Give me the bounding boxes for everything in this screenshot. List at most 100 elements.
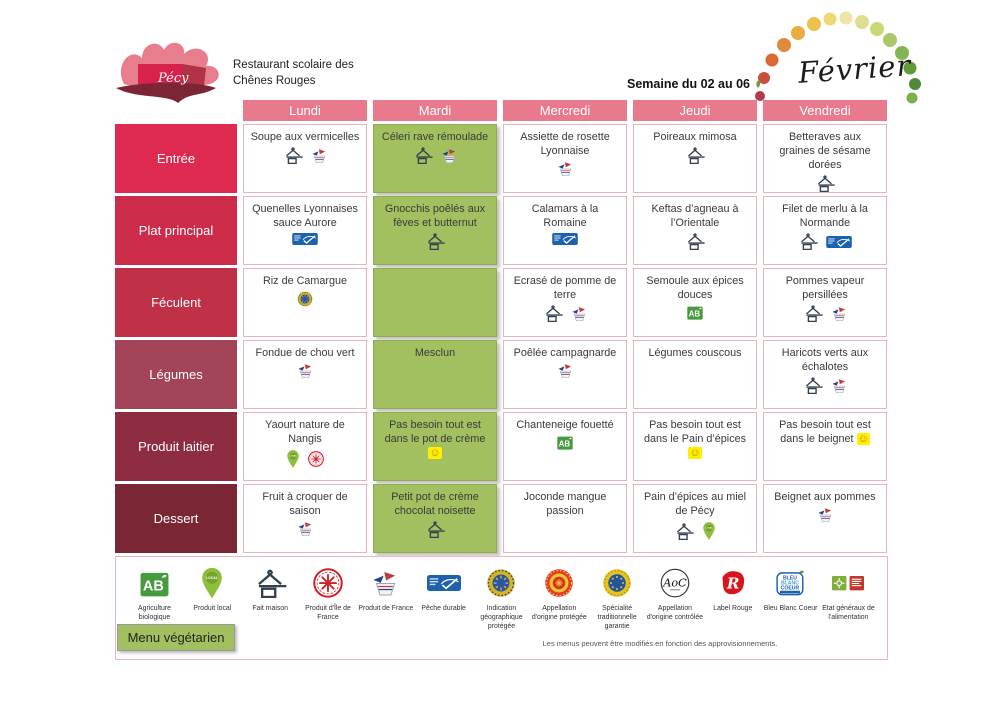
legend-icon (486, 564, 516, 602)
day-header-vendredi: Vendredi (763, 100, 887, 121)
row-label-legumes: Légumes (115, 340, 237, 409)
legend-item: AB Agriculture biologique (126, 564, 183, 632)
grid-corner (115, 100, 237, 121)
produit-de-france-icon (817, 507, 834, 523)
menu-cell-text: Pas besoin tout est dans le pot de crème… (384, 419, 486, 460)
legend-icon: BLEU BLANC COEUR (776, 564, 805, 602)
peche-durable-icon (826, 235, 852, 248)
menu-cell (373, 268, 497, 337)
bleu-blanc-coeur-icon: BLEU BLANC COEUR (776, 569, 805, 598)
fait-maison-icon (543, 305, 563, 323)
igp-icon (486, 568, 516, 598)
menu-cell-text: Riz de Camargue (262, 275, 347, 287)
menu-cell: Filet de merlu à la Normande (763, 196, 887, 265)
produit-local-icon: LOCAL (702, 521, 716, 541)
fait-maison-icon (803, 377, 823, 395)
menu-cell-text: Pommes vapeur persillées (785, 275, 865, 302)
menu-cell: Soupe aux vermicelles (243, 124, 367, 193)
svg-text:LOCAL: LOCAL (290, 455, 298, 458)
fait-maison-icon (253, 569, 287, 598)
menu-cell: Petit pot de crème chocolat noisette (373, 484, 497, 553)
cell-icons (817, 507, 834, 523)
legend-item-label: Bleu Blanc Coeur (763, 605, 818, 612)
row-label-dessert: Dessert (115, 484, 237, 553)
produit-de-france-icon (371, 570, 400, 597)
legend-item-label: Spécialité traditionnelle garantie (597, 605, 637, 630)
day-header-lundi: Lundi (243, 100, 367, 121)
legend-item-label: Indication géographique protégée (480, 605, 523, 630)
cell-icons: LOCAL (286, 449, 324, 469)
menu-cell-text: Mesclun (414, 347, 456, 359)
menu-cell-text: Betteraves aux graines de sésame dorées (779, 131, 871, 172)
cell-icons (297, 291, 313, 307)
legend-item-label: Agriculture biologique (138, 605, 171, 621)
produit-de-france-icon (297, 363, 314, 379)
produit-de-france-icon (571, 306, 588, 322)
legend-item: AoC Appellation d'origine contrôlée (646, 564, 703, 632)
legend-item: Spécialité traditionnelle garantie (589, 564, 646, 632)
produit-local-icon: LOCAL (286, 449, 300, 469)
menu-cell: Pain d’épices au miel de Pécy LOCAL (633, 484, 757, 553)
day-header-mardi: Mardi (373, 100, 497, 121)
legend-item: Fait maison (242, 564, 299, 632)
legend-item: LOCAL Produit local (184, 564, 241, 632)
cell-icons (425, 521, 445, 539)
produit-ile-de-france-icon (313, 568, 343, 598)
row-label-feculent: Féculent (115, 268, 237, 337)
label-rouge-icon: R (719, 569, 747, 597)
menu-grid: Lundi Mardi Mercredi Jeudi Vendredi Entrée Sou… (115, 100, 887, 553)
month-decor: Février (752, 8, 922, 110)
legend-item: Pêche durable (415, 564, 472, 632)
legend-box: AB Agriculture biologique LOCAL Produit loc… (115, 556, 888, 660)
fait-maison-icon (815, 175, 835, 193)
menu-cell-text: Yaourt nature de Nangis (265, 419, 345, 446)
legend-item-label: Etat généraux de l'alimentation (822, 605, 875, 621)
legend-icon (544, 564, 574, 602)
menu-cell-text: Pas besoin tout est dans le beignet ☺ (779, 419, 871, 446)
legend-item-label: Appellation d'origine contrôlée (646, 605, 703, 621)
row-label-entree: Entrée (115, 124, 237, 193)
cell-icons (297, 521, 314, 537)
menu-cell-text: Calamars à la Romaine (531, 203, 599, 230)
legend-item: Appellation d'origine protégée (531, 564, 588, 632)
menu-cell-text: Petit pot de crème chocolat noisette (391, 491, 479, 518)
menu-cell: Yaourt nature de Nangis LOCAL (243, 412, 367, 481)
stg-icon (602, 568, 632, 598)
menu-cell-text: Joconde mangue passion (523, 491, 607, 518)
fait-maison-icon (283, 147, 303, 165)
svg-text:BLANC: BLANC (781, 580, 799, 586)
menu-cell-text: Quenelles Lyonnaises sauce Aurore (252, 203, 358, 230)
legend-icon (253, 564, 287, 602)
menu-cell-text: Poêlée campagnarde (513, 347, 617, 359)
month-fruit-arc-icon (755, 11, 921, 104)
menu-cell: Poêlée campagnarde (503, 340, 627, 409)
legend-item-label: Produit de France (358, 605, 414, 612)
menu-cell: Fondue de chou vert (243, 340, 367, 409)
cell-icons (803, 377, 848, 395)
smiley-icon: ☺ (856, 433, 870, 446)
legend-icon: R (719, 564, 747, 602)
fait-maison-icon (685, 233, 705, 251)
agriculture-biologique-icon: AB (140, 570, 169, 597)
menu-cell-text: Fruit à croquer de saison (262, 491, 348, 518)
legend-icon (426, 564, 461, 602)
menu-cell: Haricots verts aux échalotes (763, 340, 887, 409)
svg-text:COEUR: COEUR (781, 585, 800, 591)
legend-item: Produit d'Île de France (299, 564, 356, 632)
menu-cell: Keftas d’agneau à l’Orientale (633, 196, 757, 265)
restaurant-title-line1: Restaurant scolaire des (233, 59, 354, 71)
cell-icons (425, 233, 445, 251)
menu-cell: Mesclun (373, 340, 497, 409)
menu-cell: Joconde mangue passion (503, 484, 627, 553)
legend-item-label: Label Rouge (713, 605, 753, 612)
aop-icon (544, 568, 574, 598)
aoc-icon: AoC (660, 568, 690, 598)
legend-icon: LOCAL (200, 564, 224, 602)
svg-text:R: R (726, 574, 740, 592)
menu-cell-text: Gnocchis poêlés aux fèves et butternut (384, 203, 486, 230)
menu-cell-text: Céleri rave rémoulade (381, 131, 489, 143)
menu-cell: Beignet aux pommes (763, 484, 887, 553)
cell-icons (685, 233, 705, 251)
peche-durable-icon (426, 575, 461, 591)
menu-cell-text: Pas besoin tout est dans le Pain d’épice… (643, 419, 747, 460)
